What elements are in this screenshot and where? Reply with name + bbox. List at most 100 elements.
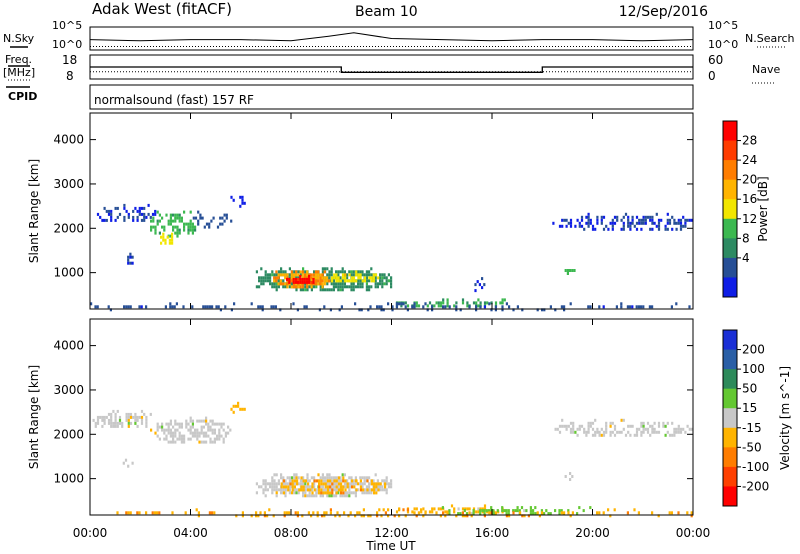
- data-cell: [638, 427, 641, 431]
- data-cell: [277, 273, 280, 277]
- data-cell: [439, 507, 443, 511]
- data-cell: [387, 514, 390, 518]
- data-cell: [563, 305, 566, 309]
- data-cell: [196, 434, 199, 438]
- data-cell: [569, 430, 573, 434]
- colorbar-tick-label: -100: [742, 460, 769, 474]
- data-cell: [337, 476, 340, 480]
- data-cell: [346, 491, 349, 495]
- data-cell: [609, 433, 612, 437]
- data-cell: [572, 427, 575, 431]
- data-cell: [679, 218, 683, 222]
- data-cell: [149, 412, 152, 416]
- data-cell: [549, 512, 552, 516]
- data-cell: [321, 270, 324, 274]
- data-cell: [232, 198, 235, 202]
- data-cell: [359, 485, 362, 489]
- data-cell: [376, 479, 379, 483]
- data-cell: [225, 216, 228, 220]
- data-cell: [330, 276, 334, 280]
- data-cell: [323, 511, 326, 515]
- data-cell: [627, 215, 630, 219]
- data-cell: [591, 421, 595, 425]
- data-cell: [183, 440, 186, 444]
- data-cell: [273, 276, 276, 280]
- data-cell: [631, 218, 634, 222]
- data-cell: [138, 415, 141, 419]
- data-cell: [335, 476, 338, 480]
- data-cell: [344, 488, 347, 492]
- data-cell: [266, 279, 269, 283]
- data-cell: [205, 434, 208, 438]
- data-cell: [205, 419, 208, 423]
- data-cell: [302, 479, 305, 483]
- data-cell: [169, 419, 172, 423]
- y-tick-label: 1000: [53, 472, 84, 486]
- data-cell: [114, 206, 117, 210]
- data-cell: [543, 512, 546, 516]
- data-cell: [352, 276, 356, 280]
- data-cell: [346, 494, 349, 498]
- data-cell: [684, 221, 687, 225]
- data-cell: [318, 479, 321, 483]
- data-cell: [180, 422, 183, 426]
- data-cell: [211, 305, 214, 309]
- data-cell: [616, 218, 619, 222]
- data-cell: [169, 216, 172, 220]
- data-cell: [187, 222, 190, 226]
- data-cell: [136, 415, 139, 419]
- data-cell: [302, 482, 305, 486]
- data-cell: [662, 424, 665, 428]
- data-cell: [290, 279, 293, 283]
- data-cell: [380, 514, 383, 518]
- y-tick-label: 3000: [53, 383, 84, 397]
- data-cell: [353, 485, 356, 489]
- data-cell: [642, 221, 645, 225]
- data-cell: [673, 430, 676, 434]
- colorbar-tick-label: 200: [742, 343, 765, 357]
- data-cell: [224, 431, 227, 435]
- data-cell: [377, 488, 380, 492]
- data-cell: [679, 427, 683, 431]
- data-cell: [363, 482, 366, 486]
- data-cell: [127, 305, 130, 309]
- data-cell: [337, 479, 340, 483]
- data-cell: [145, 415, 148, 419]
- data-cell: [668, 433, 672, 437]
- data-cell: [295, 288, 298, 292]
- data-cell: [376, 285, 379, 289]
- data-cell: [651, 427, 654, 431]
- data-cell: [317, 279, 320, 283]
- data-cell: [358, 511, 361, 515]
- data-cell: [496, 509, 499, 513]
- data-cell: [439, 301, 443, 305]
- data-cell: [523, 509, 526, 513]
- data-cell: [262, 488, 265, 492]
- data-cell: [158, 231, 161, 235]
- data-cell: [222, 422, 225, 426]
- data-cell: [629, 227, 632, 231]
- data-cell: [127, 212, 130, 216]
- data-cell: [241, 511, 244, 515]
- data-cell: [348, 488, 351, 492]
- data-cell: [351, 485, 354, 489]
- colorbar-tick-label: 20: [742, 173, 757, 187]
- data-cell: [317, 270, 320, 274]
- data-cell: [152, 216, 155, 220]
- data-cell: [275, 491, 278, 495]
- data-cell: [195, 508, 198, 512]
- data-cell: [112, 409, 115, 413]
- data-cell: [322, 491, 325, 495]
- data-cell: [330, 270, 333, 274]
- data-cell: [527, 514, 530, 518]
- data-cell: [346, 479, 349, 483]
- data-cell: [205, 222, 209, 226]
- data-cell: [166, 235, 169, 239]
- data-cell: [357, 285, 360, 289]
- data-cell: [379, 482, 382, 486]
- data-cell: [129, 255, 132, 259]
- data-cell: [558, 430, 562, 434]
- data-cell: [569, 224, 573, 228]
- data-cell: [319, 276, 322, 280]
